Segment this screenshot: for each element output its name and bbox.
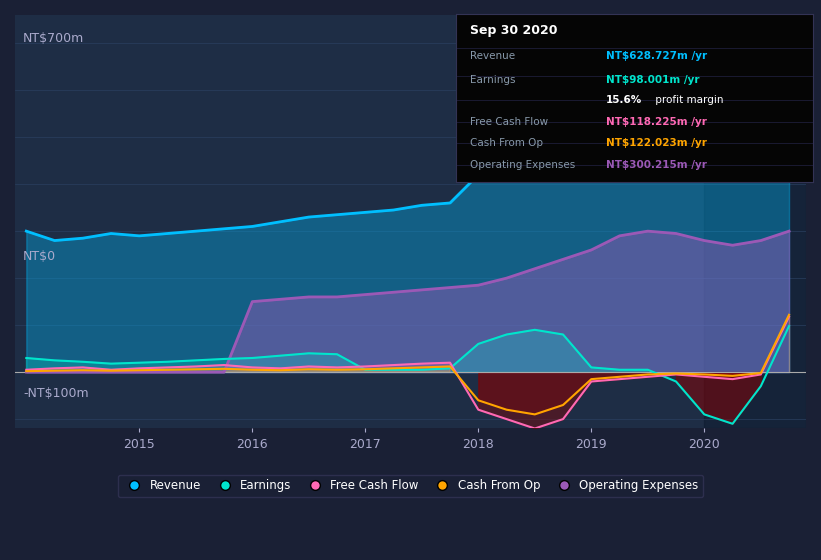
Text: Sep 30 2020: Sep 30 2020 xyxy=(470,24,557,37)
Text: NT$118.225m /yr: NT$118.225m /yr xyxy=(606,116,707,127)
Text: Operating Expenses: Operating Expenses xyxy=(470,160,576,170)
Text: NT$628.727m /yr: NT$628.727m /yr xyxy=(606,51,707,61)
Text: -NT$100m: -NT$100m xyxy=(23,386,89,399)
Text: NT$122.023m /yr: NT$122.023m /yr xyxy=(606,138,707,148)
Text: 15.6%: 15.6% xyxy=(606,95,642,105)
Text: NT$98.001m /yr: NT$98.001m /yr xyxy=(606,74,699,85)
Text: Cash From Op: Cash From Op xyxy=(470,138,543,148)
Legend: Revenue, Earnings, Free Cash Flow, Cash From Op, Operating Expenses: Revenue, Earnings, Free Cash Flow, Cash … xyxy=(118,474,703,497)
Bar xyxy=(704,15,806,428)
Text: profit margin: profit margin xyxy=(652,95,723,105)
Text: NT$0: NT$0 xyxy=(23,250,56,263)
Text: Revenue: Revenue xyxy=(470,51,515,61)
Text: Free Cash Flow: Free Cash Flow xyxy=(470,116,548,127)
Text: NT$700m: NT$700m xyxy=(23,31,85,45)
Text: Earnings: Earnings xyxy=(470,74,516,85)
Text: NT$300.215m /yr: NT$300.215m /yr xyxy=(606,160,707,170)
